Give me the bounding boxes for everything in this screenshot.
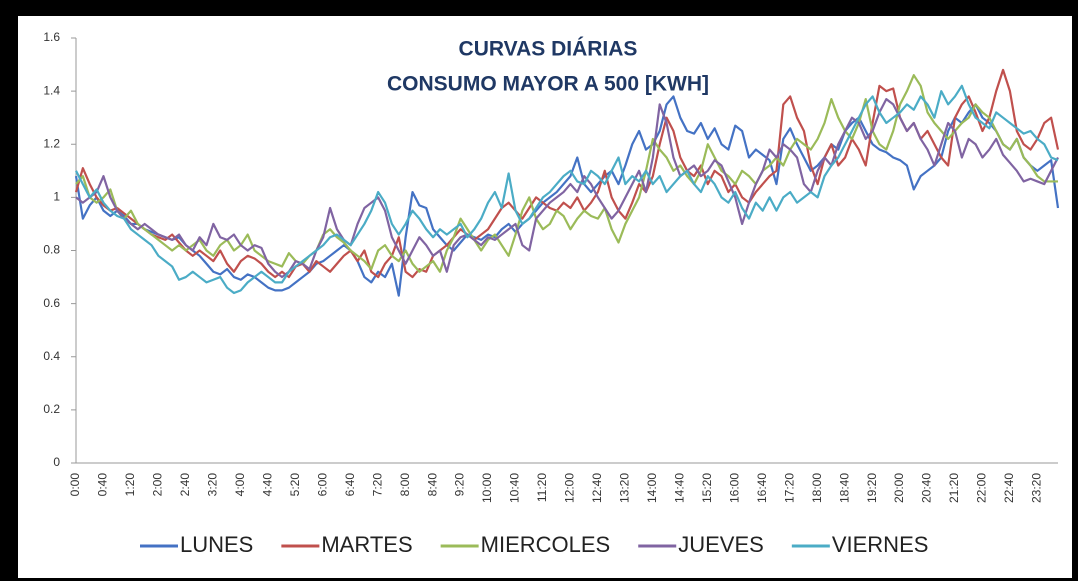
x-tick-label: 2:00: [151, 473, 165, 497]
x-tick-label: 16:40: [755, 473, 769, 503]
legend-label: LUNES: [180, 532, 253, 557]
legend-label: MIERCOLES: [481, 532, 611, 557]
x-tick-label: 22:00: [975, 473, 989, 503]
y-tick-label: 0.8: [43, 243, 60, 257]
x-tick-label: 0:40: [96, 473, 110, 497]
x-tick-label: 14:00: [645, 473, 659, 503]
series-line: [75, 97, 1059, 279]
x-tick-label: 3:20: [206, 473, 220, 497]
x-tick-label: 4:00: [233, 473, 247, 497]
series-line: [74, 95, 1060, 297]
x-tick-label: 18:00: [810, 473, 824, 503]
x-tick-label: 1:20: [123, 473, 137, 497]
series-line: [75, 74, 1058, 273]
x-tick-label: 5:20: [288, 473, 302, 497]
x-tick-label: 6:00: [315, 473, 329, 497]
x-tick-label: 23:20: [1030, 473, 1044, 503]
legend-label: JUEVES: [678, 532, 764, 557]
x-tick-label: 8:40: [425, 473, 439, 497]
x-tick-label: 6:40: [343, 473, 357, 497]
chart-title: CURVAS DIÁRIAS: [459, 38, 638, 61]
x-tick-label: 22:40: [1002, 473, 1016, 503]
series-line: [74, 68, 1060, 279]
x-tick-label: 4:40: [260, 473, 274, 497]
y-tick-label: 1.4: [43, 83, 60, 97]
x-tick-label: 0:00: [68, 473, 82, 497]
x-tick-label: 2:40: [178, 473, 192, 497]
x-tick-label: 13:20: [618, 473, 632, 503]
x-tick-label: 16:00: [727, 473, 741, 503]
x-tick-label: 7:20: [370, 473, 384, 497]
x-tick-label: 20:00: [892, 473, 906, 503]
x-tick-label: 10:00: [480, 473, 494, 503]
x-tick-label: 20:40: [920, 473, 934, 503]
y-tick-label: 0.6: [43, 296, 60, 310]
x-tick-label: 11:20: [535, 473, 549, 502]
legend-label: MARTES: [321, 532, 412, 557]
x-tick-label: 18:40: [837, 473, 851, 503]
y-tick-label: 1.6: [43, 30, 60, 44]
y-tick-label: 1: [53, 190, 60, 204]
y-tick-label: 0.4: [43, 349, 60, 363]
x-tick-label: 8:00: [398, 473, 412, 497]
y-tick-label: 1.2: [43, 136, 60, 150]
series-line: [75, 84, 1059, 295]
legend-label: VIERNES: [832, 532, 929, 557]
x-tick-label: 10:40: [508, 473, 522, 503]
y-tick-label: 0: [53, 455, 60, 469]
chart-subtitle: CONSUMO MAYOR A 500 [KWH]: [387, 73, 709, 96]
x-tick-label: 9:20: [453, 473, 467, 497]
x-tick-label: 12:40: [590, 473, 604, 503]
x-tick-label: 21:20: [947, 473, 961, 503]
x-tick-label: 17:20: [782, 473, 796, 503]
y-tick-label: 0.2: [43, 402, 60, 416]
x-tick-label: 14:40: [672, 473, 686, 503]
x-tick-label: 15:20: [700, 473, 714, 503]
x-tick-label: 12:00: [563, 473, 577, 503]
x-tick-label: 19:20: [865, 473, 879, 503]
